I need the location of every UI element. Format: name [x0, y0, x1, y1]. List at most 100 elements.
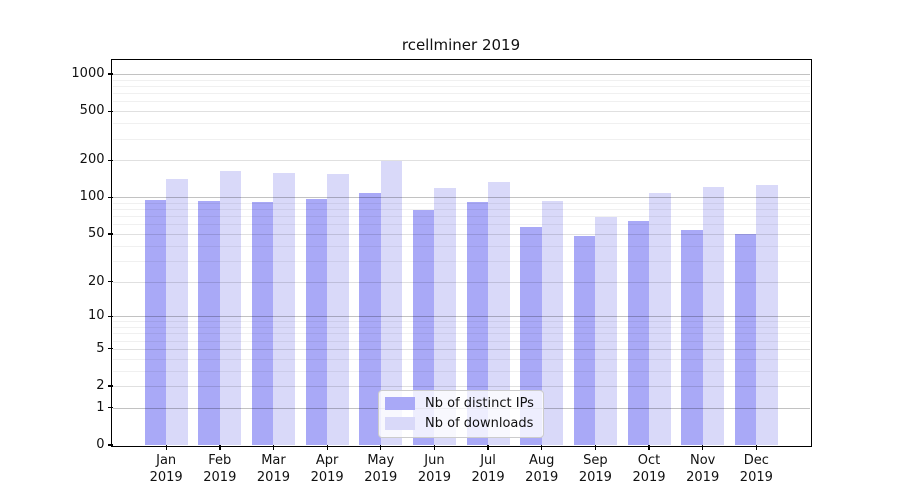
y-axis-tick-label: 200 — [79, 152, 105, 168]
y-axis-tick-mark — [107, 385, 113, 387]
bar-downloads — [327, 173, 349, 445]
chart-title: rcellminer 2019 — [401, 36, 521, 54]
y-axis-tick-mark — [107, 315, 113, 317]
bar-distinct-ips — [681, 229, 703, 445]
bar-distinct-ips — [627, 220, 650, 445]
y-axis-tick-mark — [107, 280, 113, 283]
bar-distinct-ips — [734, 233, 757, 445]
gridline — [112, 216, 810, 218]
bar-distinct-ips — [144, 199, 167, 445]
bar-downloads — [273, 173, 295, 445]
x-axis-tick-label: May 2019 — [364, 453, 398, 485]
gridline — [112, 209, 810, 211]
gridline — [112, 281, 810, 283]
bar-distinct-ips — [412, 210, 435, 445]
legend-swatch-distinct-ips — [385, 397, 415, 410]
gridline — [112, 86, 810, 88]
gridline — [112, 197, 810, 199]
x-axis-tick-label: Nov 2019 — [686, 453, 720, 485]
bar-downloads — [166, 178, 188, 445]
gridline — [112, 111, 810, 113]
bar-downloads — [756, 185, 778, 445]
y-axis-tick-mark — [107, 233, 113, 235]
y-axis-tick-label: 5 — [96, 340, 105, 356]
bar-distinct-ips — [198, 200, 220, 445]
x-axis-tick-label: Jan 2019 — [149, 453, 183, 485]
bar-downloads — [541, 201, 564, 445]
y-axis-tick-label: 20 — [87, 273, 105, 289]
gridline — [112, 123, 810, 125]
bar-distinct-ips — [573, 236, 596, 445]
x-axis-tick-mark — [648, 445, 650, 450]
x-axis-tick-mark — [272, 445, 275, 450]
legend-item-downloads: Nb of downloads — [385, 416, 534, 431]
y-axis-tick-label: 0 — [96, 437, 105, 452]
x-axis-tick-label: Jul 2019 — [471, 453, 505, 485]
x-axis-tick-mark — [433, 445, 436, 450]
y-axis-tick-label: 50 — [87, 225, 105, 241]
x-axis-tick-label: Feb 2019 — [203, 453, 237, 485]
bar-downloads — [380, 160, 403, 445]
bar-downloads — [219, 170, 242, 445]
bar-distinct-ips — [305, 199, 328, 445]
x-axis-tick-mark — [219, 445, 221, 450]
gridline — [112, 74, 810, 76]
gridline — [112, 333, 810, 335]
y-axis-tick-label: 100 — [79, 189, 105, 205]
legend-item-distinct-ips: Nb of distinct IPs — [385, 396, 534, 411]
gridline — [112, 233, 810, 235]
x-axis-tick-mark — [541, 445, 543, 450]
gridline — [112, 79, 810, 81]
x-axis-tick-mark — [380, 445, 382, 450]
x-axis-tick-label: Aug 2019 — [525, 453, 559, 485]
x-axis-tick-label: Sep 2019 — [578, 453, 612, 485]
legend-label-distinct-ips: Nb of distinct IPs — [425, 396, 534, 411]
x-axis-tick-mark — [755, 445, 758, 450]
x-axis-tick-label: Dec 2019 — [739, 453, 773, 485]
gridline — [112, 101, 810, 103]
legend: Nb of distinct IPs Nb of downloads — [378, 390, 544, 438]
bar-downloads — [702, 186, 725, 445]
gridline — [112, 245, 810, 247]
gridline — [112, 224, 810, 226]
x-axis-tick-mark — [165, 445, 167, 450]
gridline — [112, 340, 810, 342]
legend-label-downloads: Nb of downloads — [425, 416, 534, 431]
bar-downloads — [434, 188, 456, 445]
y-axis-tick-label: 1 — [96, 399, 105, 415]
gridline — [112, 348, 810, 350]
x-axis-tick-mark — [487, 445, 489, 450]
gridline — [112, 160, 810, 162]
bar-distinct-ips — [251, 201, 274, 445]
x-axis-tick-mark — [702, 445, 704, 450]
y-axis-tick-label: 1000 — [71, 66, 105, 82]
y-axis-tick-mark — [107, 444, 113, 446]
bar-distinct-ips — [466, 201, 489, 445]
y-axis-tick-mark — [107, 407, 113, 409]
gridline — [112, 327, 810, 329]
y-axis-tick-mark — [107, 110, 113, 112]
gridline — [112, 386, 810, 388]
y-axis-tick-label: 500 — [79, 103, 105, 119]
bar-downloads — [488, 181, 510, 445]
bar-downloads — [595, 216, 617, 445]
bar-downloads — [649, 193, 671, 445]
x-axis-tick-mark — [326, 445, 328, 450]
gridline — [112, 358, 810, 360]
gridline — [112, 321, 810, 323]
gridline — [112, 93, 810, 95]
y-axis-tick-mark — [107, 196, 113, 198]
y-axis-tick-label: 2 — [96, 378, 105, 394]
gridline — [112, 138, 810, 140]
y-axis-tick-mark — [107, 159, 113, 161]
x-axis-tick-label: Jun 2019 — [417, 453, 451, 485]
y-axis-tick-mark — [107, 73, 113, 75]
x-axis-tick-label: Mar 2019 — [256, 453, 290, 485]
gridline — [112, 370, 810, 372]
x-axis-tick-label: Oct 2019 — [632, 453, 666, 485]
legend-swatch-downloads — [385, 417, 415, 430]
x-axis-tick-mark — [594, 445, 597, 450]
y-axis-tick-mark — [107, 348, 113, 350]
gridline — [112, 202, 810, 204]
